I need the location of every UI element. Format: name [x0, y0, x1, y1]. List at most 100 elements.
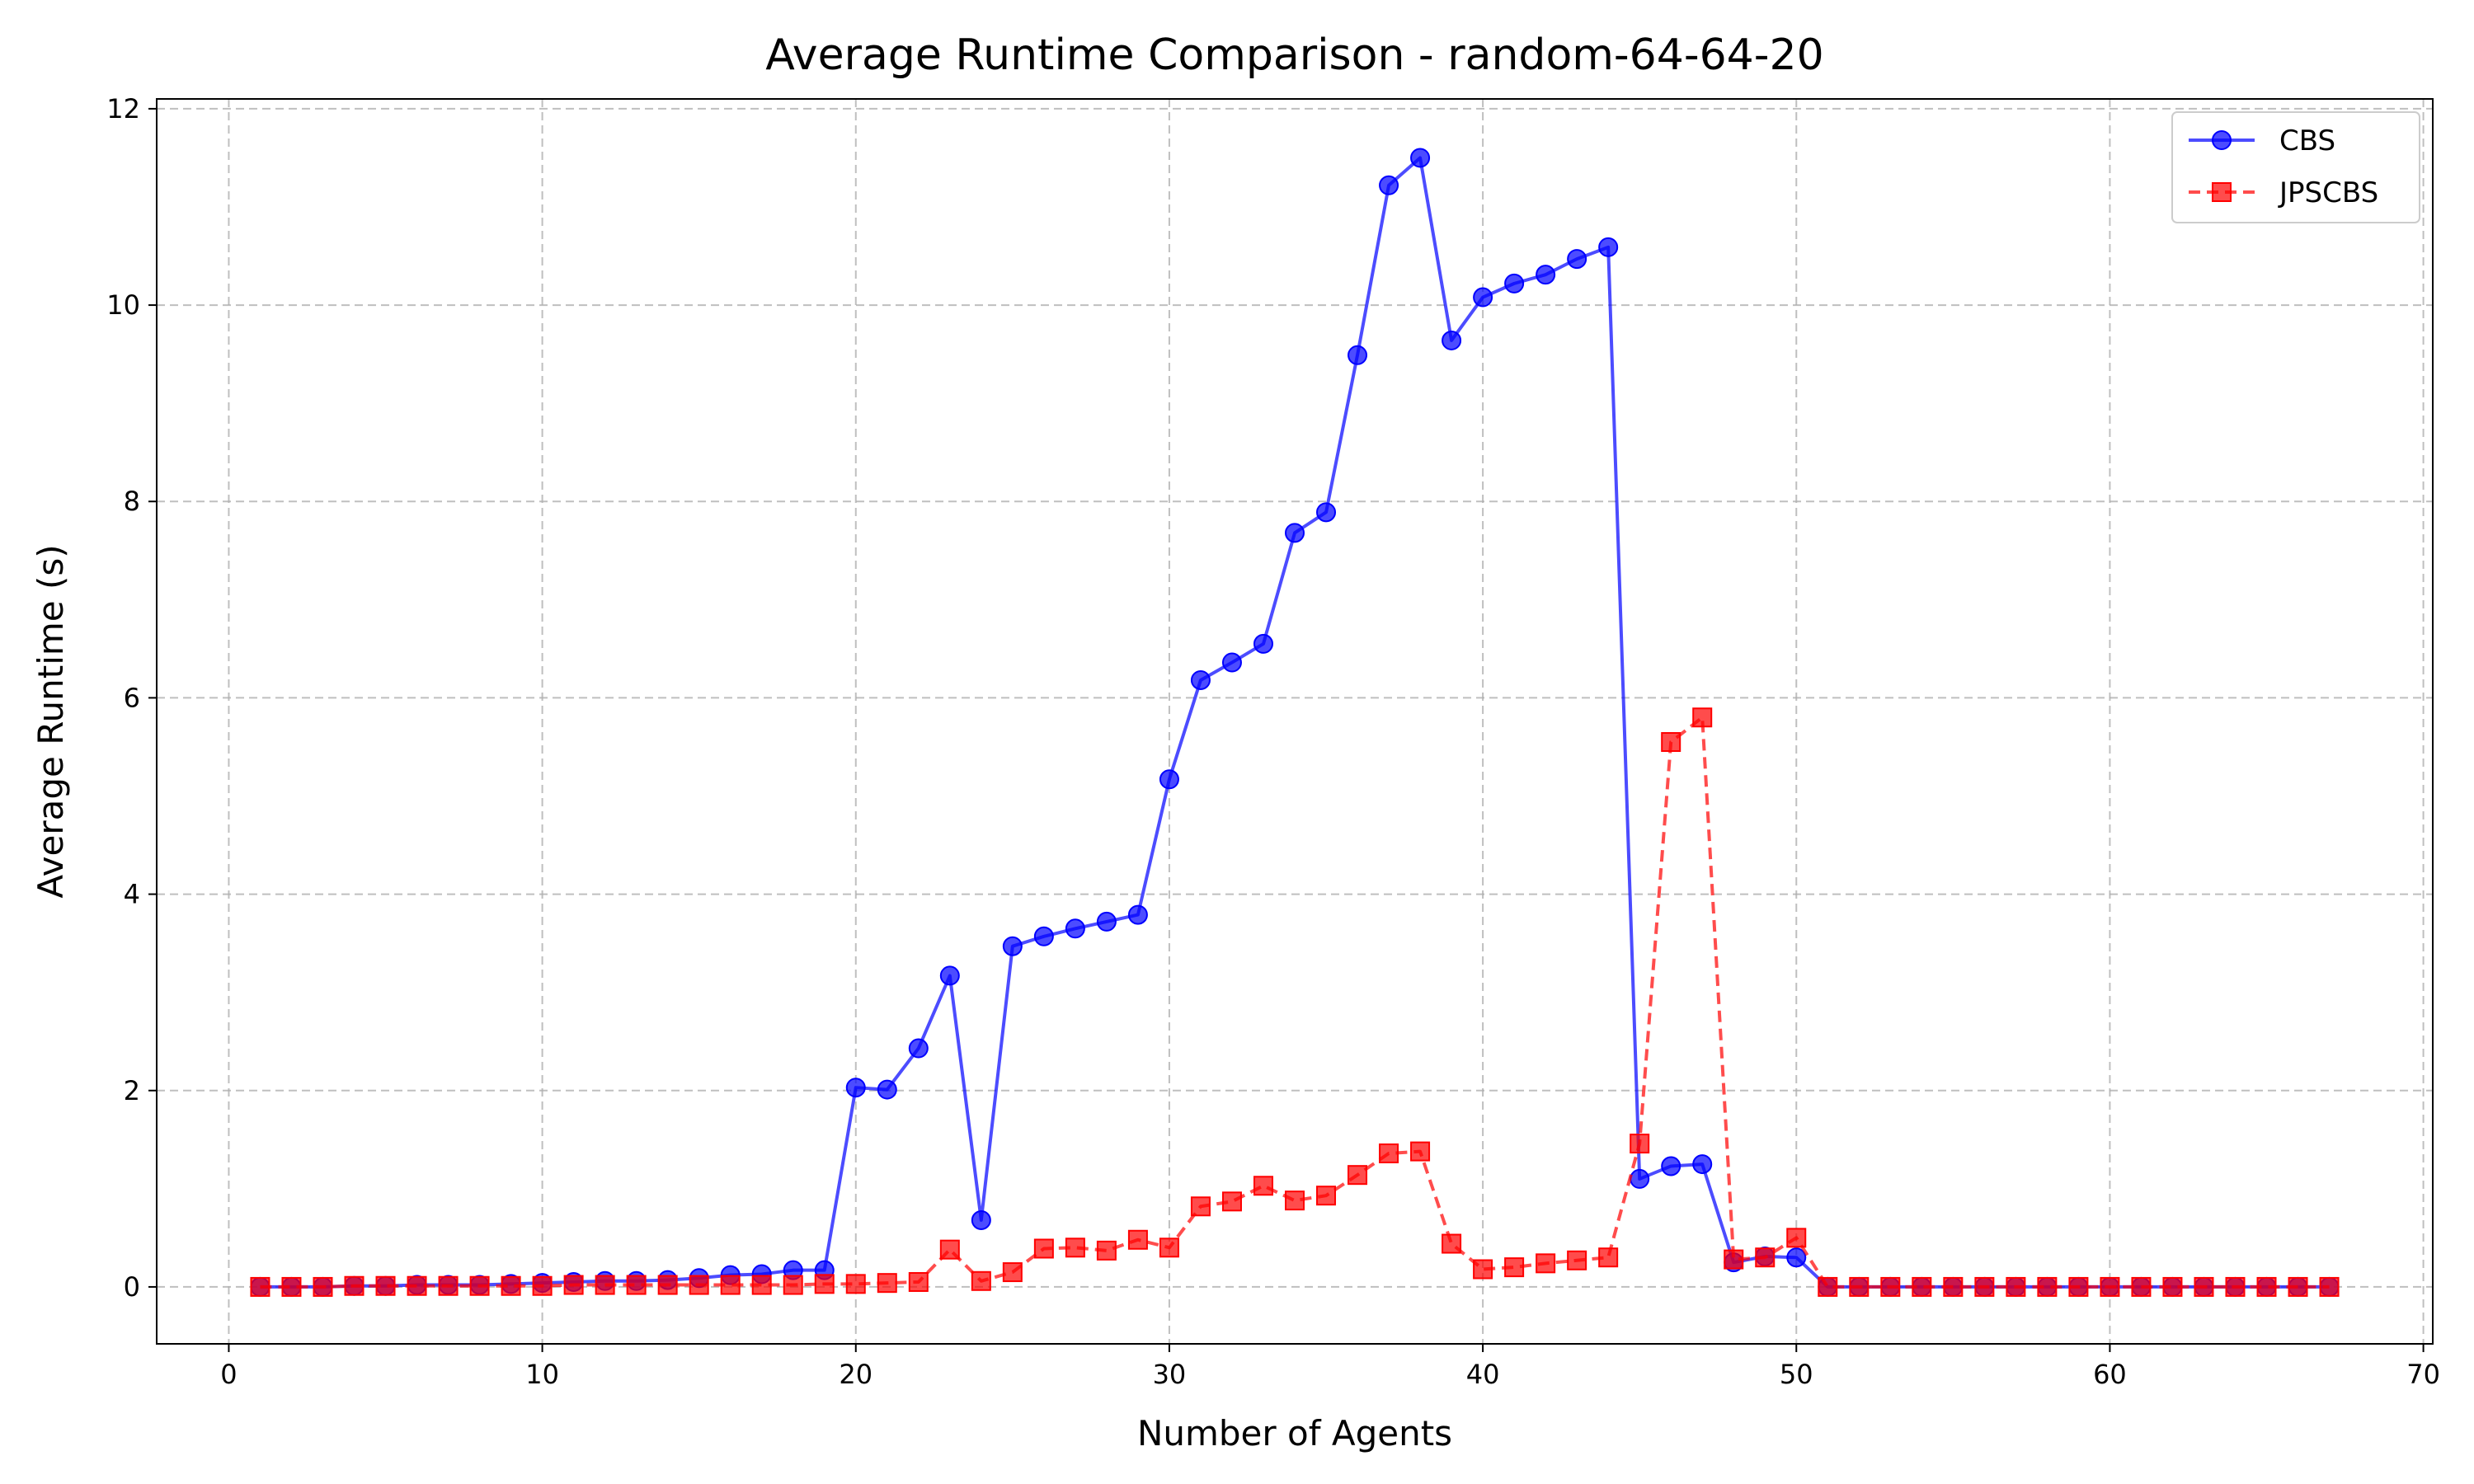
data-point-jpscbs — [626, 1275, 647, 1295]
data-point-cbs — [1316, 502, 1337, 523]
data-point-jpscbs — [1630, 1134, 1650, 1154]
data-point-jpscbs — [2225, 1276, 2246, 1297]
data-point-jpscbs — [1033, 1238, 1054, 1259]
data-point-jpscbs — [1442, 1233, 1462, 1254]
data-point-cbs — [971, 1209, 991, 1230]
data-point-jpscbs — [2068, 1276, 2089, 1297]
x-tick-label: 60 — [2093, 1359, 2127, 1390]
data-point-jpscbs — [1127, 1229, 1148, 1250]
data-point-jpscbs — [375, 1275, 396, 1296]
data-point-cbs — [1033, 926, 1054, 946]
series-layer — [250, 148, 2340, 1297]
data-point-jpscbs — [344, 1275, 365, 1296]
data-point-jpscbs — [1912, 1276, 1932, 1297]
data-point-jpscbs — [595, 1275, 615, 1295]
y-tick-label: 8 — [124, 486, 140, 517]
legend-label-cbs: CBS — [2279, 124, 2335, 157]
data-point-cbs — [1159, 769, 1179, 790]
y-tick-label: 0 — [124, 1271, 140, 1303]
y-tick-label: 6 — [124, 682, 140, 713]
x-tick-label: 50 — [1780, 1359, 1813, 1390]
data-point-jpscbs — [1348, 1165, 1368, 1186]
data-point-jpscbs — [1786, 1228, 1807, 1248]
data-point-jpscbs — [720, 1275, 741, 1295]
data-point-jpscbs — [1253, 1176, 1273, 1196]
data-point-cbs — [1661, 1156, 1681, 1176]
data-point-jpscbs — [1818, 1276, 1838, 1297]
x-tick-label: 0 — [220, 1359, 237, 1390]
data-point-cbs — [1190, 669, 1211, 690]
data-point-jpscbs — [689, 1275, 709, 1295]
grid-lines — [157, 99, 2433, 1344]
data-point-cbs — [939, 965, 960, 986]
data-point-jpscbs — [877, 1273, 897, 1294]
data-point-cbs — [1504, 273, 1525, 294]
data-point-jpscbs — [1974, 1276, 1995, 1297]
data-point-jpscbs — [1221, 1191, 1242, 1212]
data-point-cbs — [1692, 1154, 1713, 1175]
data-point-jpscbs — [1379, 1143, 1399, 1163]
y-tick-label: 10 — [106, 289, 140, 321]
data-point-jpscbs — [1724, 1249, 1744, 1270]
data-point-cbs — [1285, 523, 1305, 543]
data-point-jpscbs — [501, 1275, 521, 1296]
data-point-jpscbs — [1692, 707, 1713, 728]
data-point-cbs — [1348, 345, 1368, 365]
series-cbs — [250, 148, 2340, 1297]
data-point-jpscbs — [1661, 732, 1681, 753]
x-tick-label: 20 — [839, 1359, 872, 1390]
data-point-jpscbs — [2288, 1276, 2308, 1297]
data-point-jpscbs — [313, 1276, 333, 1297]
data-point-cbs — [877, 1079, 897, 1100]
data-point-cbs — [845, 1078, 866, 1098]
legend-marker-cbs — [2212, 130, 2232, 150]
data-point-jpscbs — [751, 1275, 772, 1295]
series-jpscbs — [250, 707, 2340, 1297]
data-point-jpscbs — [438, 1275, 459, 1296]
legend: CBS JPSCBS — [2171, 111, 2420, 223]
data-point-jpscbs — [814, 1274, 835, 1294]
data-point-jpscbs — [2319, 1276, 2340, 1297]
x-tick-label: 30 — [1153, 1359, 1187, 1390]
data-point-jpscbs — [1065, 1237, 1085, 1258]
data-point-cbs — [1379, 175, 1399, 195]
data-point-jpscbs — [939, 1239, 960, 1260]
data-point-cbs — [1567, 249, 1587, 270]
data-point-jpscbs — [250, 1276, 270, 1297]
data-point-jpscbs — [1755, 1247, 1776, 1268]
data-point-cbs — [1221, 652, 1242, 673]
plot-frame — [156, 98, 2434, 1345]
data-point-cbs — [1536, 265, 1556, 285]
y-tick-label: 12 — [106, 93, 140, 124]
data-point-jpscbs — [2037, 1276, 2058, 1297]
x-tick-label: 10 — [525, 1359, 559, 1390]
data-point-jpscbs — [469, 1275, 490, 1296]
x-tick-label: 70 — [2406, 1359, 2440, 1390]
x-tick-label: 40 — [1466, 1359, 1500, 1390]
data-point-cbs — [1065, 918, 1085, 939]
data-point-jpscbs — [845, 1274, 866, 1294]
data-point-jpscbs — [908, 1271, 929, 1292]
x-axis-label: Number of Agents — [1137, 1413, 1452, 1453]
axis-ticks: 0 10 20 30 40 50 60 70 0 2 4 6 8 10 12 — [106, 93, 2440, 1390]
data-point-cbs — [908, 1038, 929, 1059]
data-point-jpscbs — [1849, 1276, 1870, 1297]
data-point-jpscbs — [783, 1275, 803, 1295]
data-point-jpscbs — [1880, 1276, 1901, 1297]
data-point-jpscbs — [2256, 1276, 2277, 1297]
series-line-cbs — [260, 156, 2330, 1289]
data-point-jpscbs — [1159, 1237, 1179, 1258]
data-point-jpscbs — [2194, 1276, 2214, 1297]
data-point-cbs — [1630, 1168, 1650, 1189]
data-point-jpscbs — [1536, 1253, 1556, 1274]
data-point-jpscbs — [971, 1270, 991, 1291]
data-point-cbs — [1786, 1247, 1807, 1268]
data-point-jpscbs — [563, 1275, 584, 1295]
data-point-cbs — [1410, 148, 1431, 168]
data-point-jpscbs — [2100, 1276, 2120, 1297]
data-point-cbs — [1442, 330, 1462, 350]
data-point-jpscbs — [1002, 1262, 1023, 1283]
y-tick-label: 2 — [124, 1075, 140, 1106]
data-point-jpscbs — [407, 1275, 427, 1296]
